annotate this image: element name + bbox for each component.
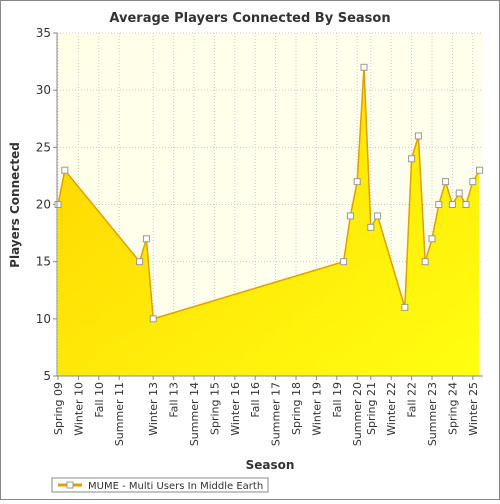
legend-marker	[66, 481, 74, 489]
marker	[462, 201, 470, 208]
x-tick-label: Fall 19	[331, 382, 344, 418]
marker	[61, 166, 69, 174]
y-tick-label: 25	[36, 140, 51, 154]
marker	[340, 258, 348, 266]
legend-label: MUME - Multi Users In Middle Earth	[88, 481, 263, 492]
x-tick-label: Winter 22	[385, 382, 398, 436]
x-tick-label: Summer 11	[113, 382, 126, 446]
marker	[476, 166, 484, 174]
marker	[414, 132, 422, 140]
marker	[367, 223, 375, 231]
x-tick-label: Summer 17	[270, 382, 283, 446]
marker	[401, 303, 409, 311]
x-axis-title: Season	[246, 458, 295, 472]
x-tick-label: Fall 10	[93, 382, 106, 418]
x-tick-label: Spring 21	[365, 382, 378, 435]
chart-title: Average Players Connected By Season	[109, 11, 390, 26]
marker	[346, 212, 354, 220]
y-tick-label: 30	[36, 83, 51, 97]
area	[58, 67, 480, 377]
marker	[136, 258, 144, 266]
x-tick-label: Winter 16	[229, 382, 242, 436]
x-tick-label: Spring 15	[208, 382, 221, 435]
marker	[54, 201, 62, 208]
x-tick-label: Winter 10	[72, 382, 85, 436]
marker	[353, 178, 361, 186]
x-tick-label: Winter 25	[467, 382, 480, 436]
x-tick-label: Spring 09	[52, 382, 65, 435]
marker	[374, 212, 382, 220]
marker	[442, 178, 450, 186]
marker	[360, 63, 368, 71]
y-tick-label: 10	[36, 312, 51, 326]
x-tick-label: Summer 23	[426, 382, 439, 446]
y-axis-title: Players Connected	[8, 142, 22, 268]
legend	[51, 477, 269, 493]
y-tick-label: 5	[43, 369, 51, 383]
x-tick-label: Winter 19	[310, 382, 323, 436]
x-tick-label: Summer 14	[188, 382, 201, 446]
marker	[455, 189, 463, 197]
y-tick-label: 20	[36, 198, 51, 212]
marker	[435, 201, 443, 208]
x-tick-label: Fall 22	[406, 382, 419, 418]
x-tick-label: Summer 20	[351, 382, 364, 446]
x-tick-label: Fall 16	[249, 382, 262, 418]
marker	[421, 258, 429, 266]
marker	[448, 201, 456, 208]
x-tick-label: Fall 13	[168, 382, 181, 418]
marker	[149, 315, 157, 323]
marker	[408, 155, 416, 163]
marker	[469, 178, 477, 186]
y-tick-label: 35	[36, 26, 51, 40]
y-tick-label: 15	[36, 255, 51, 269]
x-tick-label: Spring 24	[446, 382, 459, 435]
x-tick-label: Spring 18	[290, 382, 303, 435]
marker	[428, 235, 436, 243]
marker	[142, 235, 150, 243]
x-tick-label: Winter 13	[147, 382, 160, 436]
